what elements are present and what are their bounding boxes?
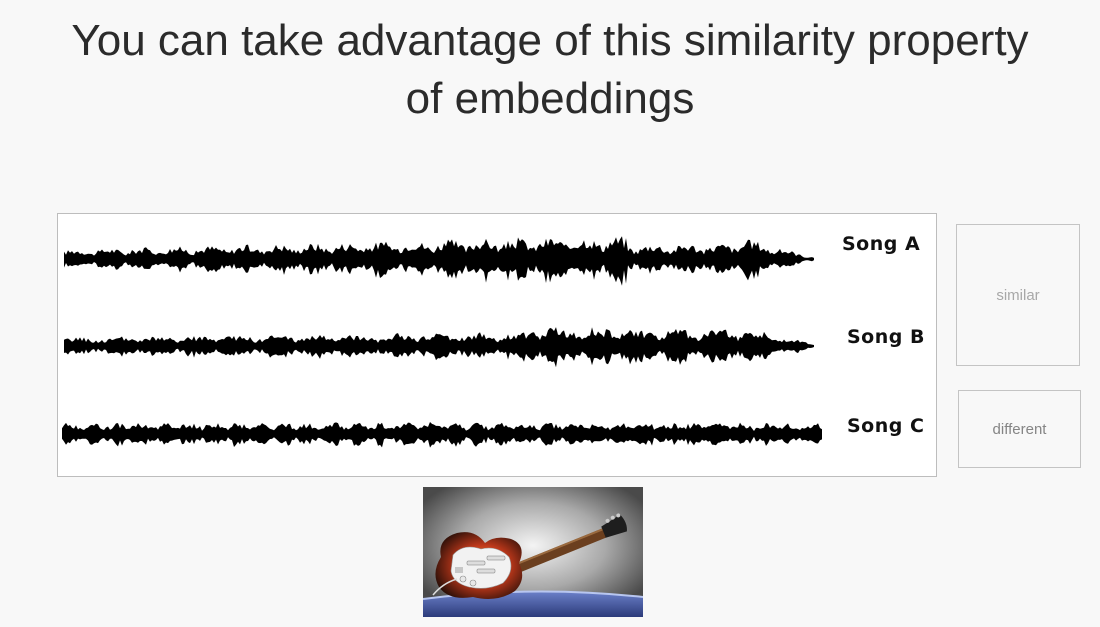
different-label: different [992, 420, 1047, 438]
song-c-label: Song C [847, 415, 925, 437]
song-a-waveform [64, 236, 814, 286]
waveforms [62, 236, 822, 448]
slide-title: You can take advantage of this similarit… [0, 12, 1100, 128]
slide-title-line-1: You can take advantage of this similarit… [71, 16, 1029, 65]
song-c-waveform [62, 422, 822, 448]
waveform-panel: Song A Song B Song C [57, 213, 937, 477]
different-box: different [958, 390, 1081, 468]
song-a-label: Song A [842, 233, 921, 255]
song-b-label: Song B [847, 326, 925, 348]
similar-label: similar [996, 286, 1040, 304]
similar-box: similar [956, 224, 1080, 366]
electric-guitar-icon [423, 487, 643, 617]
slide-title-line-2: of embeddings [405, 74, 695, 123]
song-b-waveform [64, 327, 814, 368]
